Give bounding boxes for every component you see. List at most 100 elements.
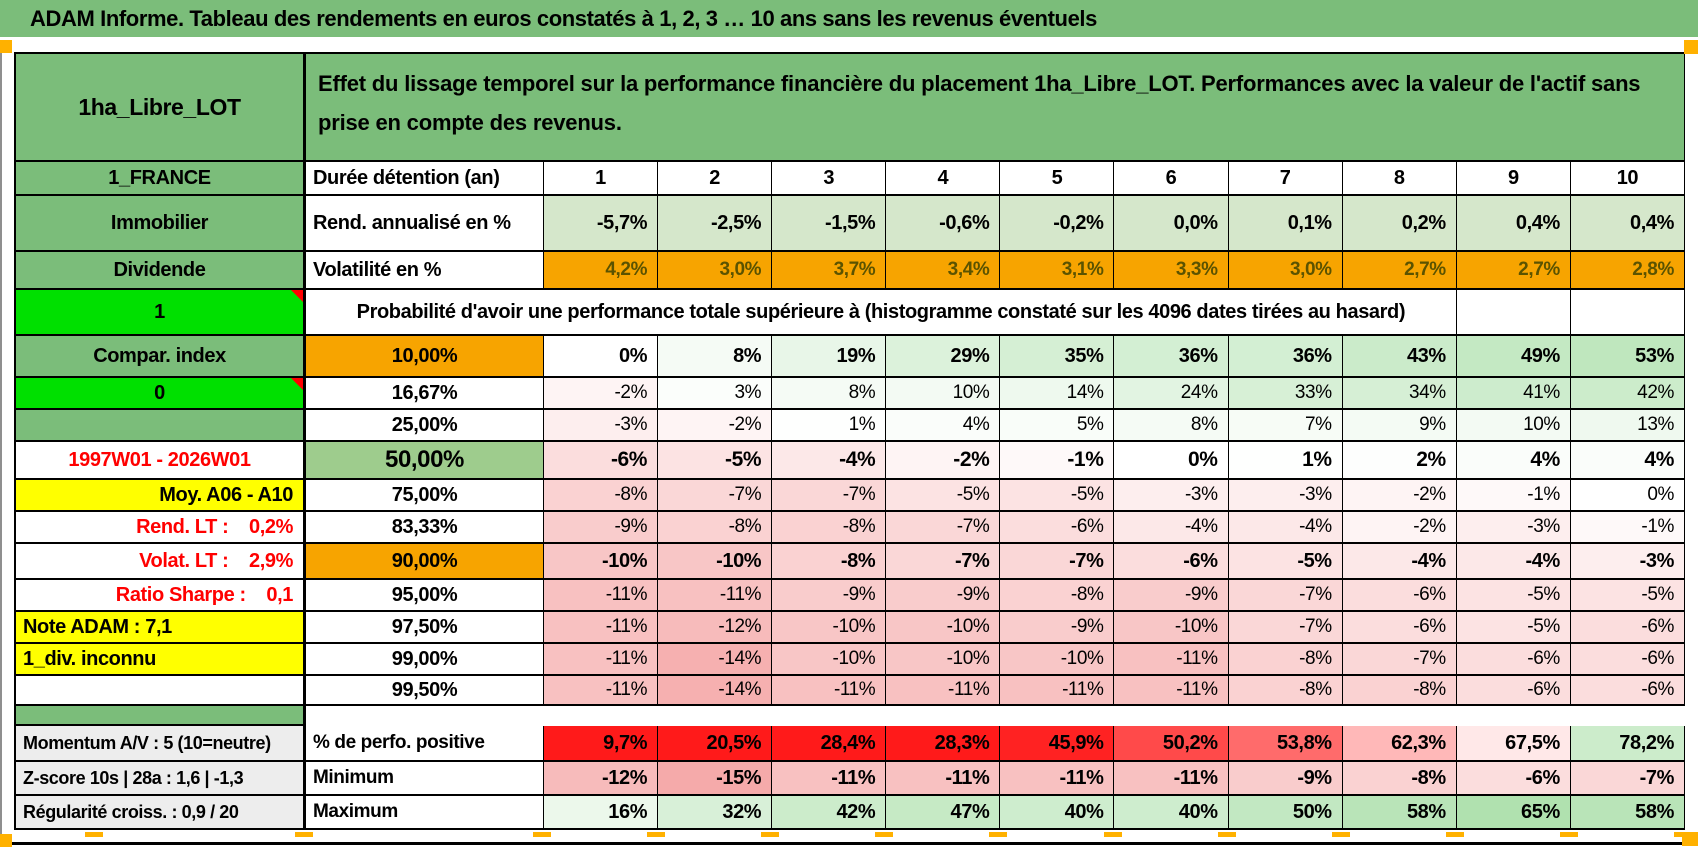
label-quantile-1000[interactable]: 10,00% — [306, 336, 544, 378]
panel-separator-band[interactable] — [16, 706, 306, 726]
cell-volat-annee-10[interactable]: 2,8% — [1570, 252, 1685, 290]
cell-quantile-4-annee-8[interactable]: -2% — [1342, 480, 1457, 512]
cell-quantile-1-annee-8[interactable]: 34% — [1342, 378, 1457, 410]
cell-quantile-8-annee-7[interactable]: -7% — [1228, 612, 1343, 644]
cell-quantile-9-annee-7[interactable]: -8% — [1228, 644, 1343, 676]
cell-quantile-5-annee-9[interactable]: -3% — [1456, 512, 1571, 544]
cell-quantile-10-annee-4[interactable]: -11% — [886, 676, 1001, 706]
cell-quantile-1-annee-6[interactable]: 24% — [1114, 378, 1229, 410]
label-quantile-9900[interactable]: 99,00% — [306, 644, 544, 676]
cell-stat-1-annee-9[interactable]: -6% — [1456, 762, 1571, 796]
panel-moyenne[interactable]: Moy. A06 - A10 — [16, 480, 306, 512]
cell-quantile-0-annee-9[interactable]: 49% — [1456, 336, 1571, 378]
cell-quantile-6-annee-2[interactable]: -10% — [658, 544, 773, 580]
panel-sector[interactable]: Immobilier — [16, 196, 306, 252]
cell-stat-0-annee-1[interactable]: 9,7% — [544, 726, 659, 762]
panel-volat-lt[interactable]: Volat. LT : 2,9% — [16, 544, 306, 580]
label-volatilite[interactable]: Volatilité en % — [306, 252, 544, 290]
cell-quantile-9-annee-8[interactable]: -7% — [1342, 644, 1457, 676]
cell-quantile-4-annee-9[interactable]: -1% — [1456, 480, 1571, 512]
cell-quantile-5-annee-1[interactable]: -9% — [544, 512, 659, 544]
cell-quantile-7-annee-10[interactable]: -5% — [1570, 580, 1685, 612]
cell-duree-3[interactable]: 3 — [772, 162, 887, 196]
cell-quantile-4-annee-3[interactable]: -7% — [772, 480, 887, 512]
cell-quantile-1-annee-3[interactable]: 8% — [772, 378, 887, 410]
cell-stat-1-annee-8[interactable]: -8% — [1342, 762, 1457, 796]
cell-quantile-10-annee-2[interactable]: -14% — [658, 676, 773, 706]
cell-quantile-4-annee-1[interactable]: -8% — [544, 480, 659, 512]
cell-quantile-4-annee-7[interactable]: -3% — [1228, 480, 1343, 512]
label-quantile-9000[interactable]: 90,00% — [306, 544, 544, 580]
cell-duree-4[interactable]: 4 — [886, 162, 1001, 196]
panel-zscore[interactable]: Z-score 10s | 28a : 1,6 | -1,3 — [16, 762, 306, 796]
cell-quantile-3-annee-10[interactable]: 4% — [1570, 442, 1685, 480]
cell-rend-annee-9[interactable]: 0,4% — [1456, 196, 1571, 252]
cell-rend-annee-10[interactable]: 0,4% — [1570, 196, 1685, 252]
cell-stat-0-annee-10[interactable]: 78,2% — [1570, 726, 1685, 762]
cell-quantile-8-annee-9[interactable]: -5% — [1456, 612, 1571, 644]
cell-quantile-9-annee-6[interactable]: -11% — [1114, 644, 1229, 676]
cell-stat-0-annee-6[interactable]: 50,2% — [1114, 726, 1229, 762]
cell-quantile-10-annee-9[interactable]: -6% — [1456, 676, 1571, 706]
cell-quantile-10-annee-7[interactable]: -8% — [1228, 676, 1343, 706]
cell-quantile-2-annee-8[interactable]: 9% — [1342, 410, 1457, 442]
cell-rend-annee-4[interactable]: -0,6% — [886, 196, 1001, 252]
cell-rend-annee-3[interactable]: -1,5% — [772, 196, 887, 252]
cell-quantile-7-annee-7[interactable]: -7% — [1228, 580, 1343, 612]
cell-quantile-2-annee-3[interactable]: 1% — [772, 410, 887, 442]
cell-volat-annee-5[interactable]: 3,1% — [1000, 252, 1115, 290]
cell-quantile-8-annee-2[interactable]: -12% — [658, 612, 773, 644]
cell-quantile-2-annee-5[interactable]: 5% — [1000, 410, 1115, 442]
cell-rend-annee-6[interactable]: 0,0% — [1114, 196, 1229, 252]
cell-quantile-0-annee-8[interactable]: 43% — [1342, 336, 1457, 378]
panel-compar-index[interactable]: Compar. index — [16, 336, 306, 378]
cell-stat-1-annee-6[interactable]: -11% — [1114, 762, 1229, 796]
cell-quantile-7-annee-2[interactable]: -11% — [658, 580, 773, 612]
cell-quantile-6-annee-10[interactable]: -3% — [1570, 544, 1685, 580]
label-stat-0[interactable]: % de perfo. positive — [306, 726, 544, 762]
cell-quantile-2-annee-10[interactable]: 13% — [1570, 410, 1685, 442]
panel-period[interactable]: 1997W01 - 2026W01 — [16, 442, 306, 480]
cell-quantile-7-annee-9[interactable]: -5% — [1456, 580, 1571, 612]
cell-rend-annee-1[interactable]: -5,7% — [544, 196, 659, 252]
cell-quantile-6-annee-6[interactable]: -6% — [1114, 544, 1229, 580]
cell-quantile-5-annee-5[interactable]: -6% — [1000, 512, 1115, 544]
cell-quantile-1-annee-2[interactable]: 3% — [658, 378, 773, 410]
label-quantile-9500[interactable]: 95,00% — [306, 580, 544, 612]
cell-quantile-0-annee-2[interactable]: 8% — [658, 336, 773, 378]
panel-regularite[interactable]: Régularité croiss. : 0,9 / 20 — [16, 796, 306, 830]
cell-quantile-3-annee-9[interactable]: 4% — [1456, 442, 1571, 480]
cell-stat-2-annee-9[interactable]: 65% — [1456, 796, 1571, 830]
cell-quantile-1-annee-4[interactable]: 10% — [886, 378, 1001, 410]
cell-quantile-8-annee-5[interactable]: -9% — [1000, 612, 1115, 644]
cell-quantile-6-annee-7[interactable]: -5% — [1228, 544, 1343, 580]
panel-rend-lt[interactable]: Rend. LT : 0,2% — [16, 512, 306, 544]
cell-quantile-5-annee-6[interactable]: -4% — [1114, 512, 1229, 544]
cell-quantile-8-annee-4[interactable]: -10% — [886, 612, 1001, 644]
cell-quantile-6-annee-1[interactable]: -10% — [544, 544, 659, 580]
cell-volat-annee-3[interactable]: 3,7% — [772, 252, 887, 290]
cell-rend-annee-5[interactable]: -0,2% — [1000, 196, 1115, 252]
cell-quantile-4-annee-10[interactable]: 0% — [1570, 480, 1685, 512]
cell-volat-annee-7[interactable]: 3,0% — [1228, 252, 1343, 290]
cell-volat-annee-1[interactable]: 4,2% — [544, 252, 659, 290]
cell-volat-annee-6[interactable]: 3,3% — [1114, 252, 1229, 290]
cell-quantile-9-annee-10[interactable]: -6% — [1570, 644, 1685, 676]
cell-quantile-6-annee-5[interactable]: -7% — [1000, 544, 1115, 580]
cell-quantile-4-annee-5[interactable]: -5% — [1000, 480, 1115, 512]
cell-rend-annee-8[interactable]: 0,2% — [1342, 196, 1457, 252]
cell-stat-1-annee-2[interactable]: -15% — [658, 762, 773, 796]
panel-flag-zero[interactable]: 0 — [16, 378, 306, 410]
cell-quantile-9-annee-9[interactable]: -6% — [1456, 644, 1571, 676]
cell-stat-0-annee-9[interactable]: 67,5% — [1456, 726, 1571, 762]
cell-stat-2-annee-4[interactable]: 47% — [886, 796, 1001, 830]
cell-quantile-3-annee-6[interactable]: 0% — [1114, 442, 1229, 480]
cell-quantile-1-annee-10[interactable]: 42% — [1570, 378, 1685, 410]
cell-quantile-10-annee-3[interactable]: -11% — [772, 676, 887, 706]
cell-quantile-4-annee-2[interactable]: -7% — [658, 480, 773, 512]
cell-quantile-3-annee-1[interactable]: -6% — [544, 442, 659, 480]
cell-stat-0-annee-7[interactable]: 53,8% — [1228, 726, 1343, 762]
cell-duree-9[interactable]: 9 — [1456, 162, 1571, 196]
cell-volat-annee-8[interactable]: 2,7% — [1342, 252, 1457, 290]
label-quantile-1667[interactable]: 16,67% — [306, 378, 544, 410]
